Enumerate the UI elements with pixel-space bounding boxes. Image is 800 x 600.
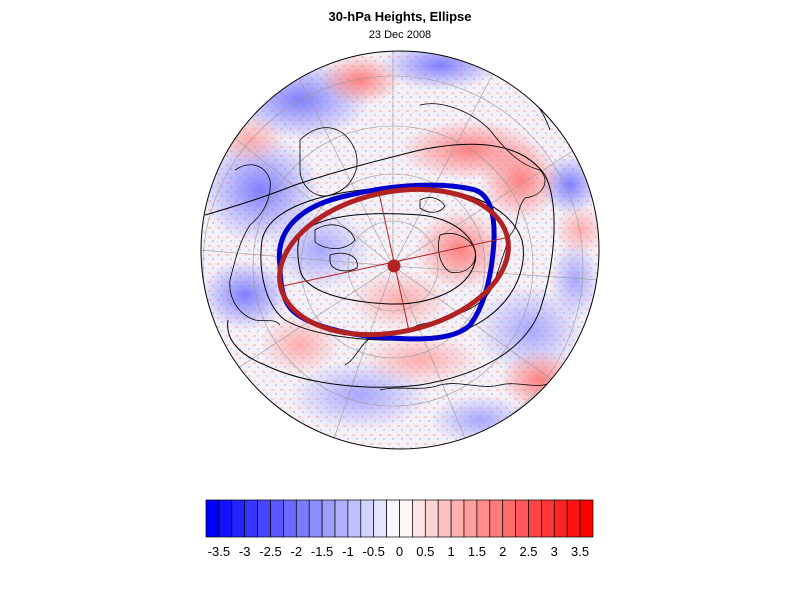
colorbar-tick-label: -1.5: [311, 544, 333, 559]
colorbar-tick-label: 0.5: [416, 544, 434, 559]
colorbar-box: [360, 499, 375, 538]
colorbar-tick-label: -1: [342, 544, 354, 559]
colorbar-tick-label: -2.5: [259, 544, 281, 559]
colorbar-box: [373, 499, 387, 538]
colorbar-box: [386, 499, 400, 538]
colorbar-box: [321, 499, 336, 538]
colorbar-tick-label: -3: [239, 544, 251, 559]
colorbar-box: [528, 499, 542, 538]
colorbar-box: [334, 499, 349, 538]
colorbar-box: [502, 499, 516, 538]
colorbar-box: [476, 499, 491, 538]
ellipse-center-marker: [387, 259, 401, 273]
colorbar-box: [579, 499, 594, 538]
colorbar-box: [218, 499, 233, 538]
colorbar-box: [566, 499, 581, 538]
colorbar-box: [437, 499, 452, 538]
colorbar-box: [515, 499, 529, 538]
colorbar-tick-label: 2.5: [519, 544, 537, 559]
colorbar-box: [450, 499, 465, 538]
colorbar-box: [347, 499, 362, 538]
colorbar-box: [541, 499, 555, 538]
figure-title: 30-hPa Heights, Ellipse: [328, 9, 472, 24]
vortex-ellipses: [276, 182, 511, 342]
colorbar-box: [463, 499, 478, 538]
colorbar-boxes: [205, 499, 594, 538]
colorbar-tick-label: 2: [499, 544, 506, 559]
colorbar-box: [412, 499, 426, 538]
colorbar-box: [308, 499, 323, 538]
colorbar-tick-labels: -3.5 -3 -2.5 -2 -1.5 -1 -0.5 0 0.5 1 1.5 2 2.5 3 3.5: [208, 544, 589, 559]
colorbar-box: [270, 499, 284, 538]
colorbar-tick-label: 3.5: [571, 544, 589, 559]
figure-subtitle: 23 Dec 2008: [368, 29, 432, 41]
colorbar-box: [205, 499, 220, 538]
colorbar-box: [553, 499, 568, 538]
colorbar-tick-label: 1: [447, 544, 454, 559]
map-border: [200, 50, 600, 450]
colorbar-box: [489, 499, 504, 538]
graticule: [201, 51, 599, 449]
colorbar-box: [257, 499, 271, 538]
colorbar-tick-label: -2: [291, 544, 303, 559]
colorbar-box: [295, 499, 310, 538]
colorbar-box: [424, 499, 439, 538]
colorbar-box: [283, 499, 297, 538]
colorbar-box: [399, 499, 413, 538]
colorbar-tick-label: -3.5: [208, 544, 230, 559]
colorbar-tick-label: 3: [551, 544, 558, 559]
colorbar-box: [231, 499, 246, 538]
coastlines: [229, 59, 556, 391]
colorbar-tick-label: 0: [396, 544, 403, 559]
colorbar-box: [244, 499, 258, 538]
colorbar-tick-label: 1.5: [468, 544, 486, 559]
colorbar-tick-label: -0.5: [362, 544, 384, 559]
